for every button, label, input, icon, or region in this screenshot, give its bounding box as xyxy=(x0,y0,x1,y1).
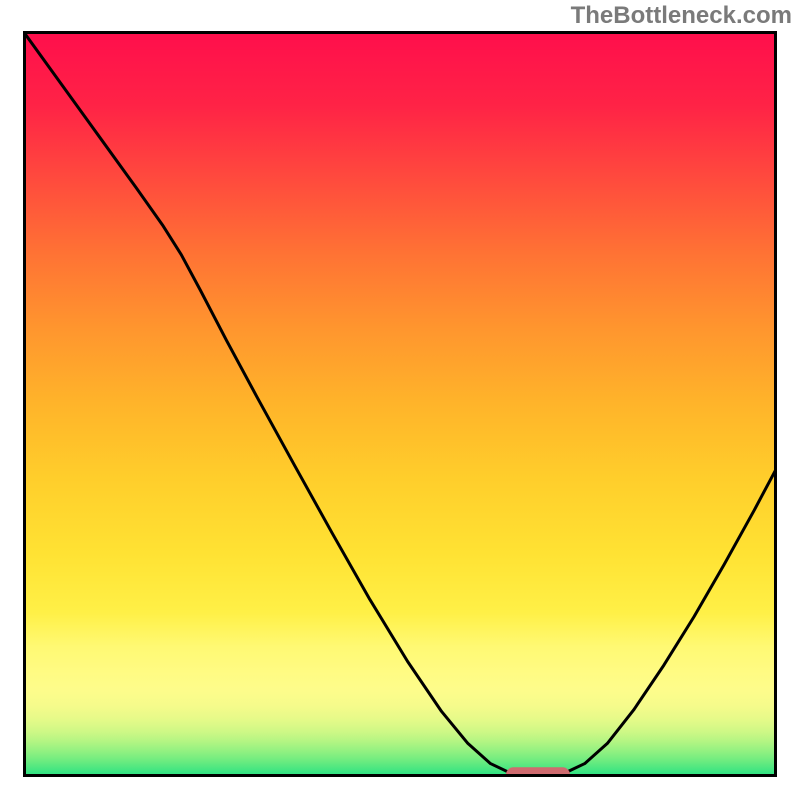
bottleneck-curve-chart xyxy=(23,31,777,777)
chart-area xyxy=(23,31,777,777)
figure-container: TheBottleneck.com xyxy=(0,0,800,800)
attribution-text: TheBottleneck.com xyxy=(571,0,800,30)
